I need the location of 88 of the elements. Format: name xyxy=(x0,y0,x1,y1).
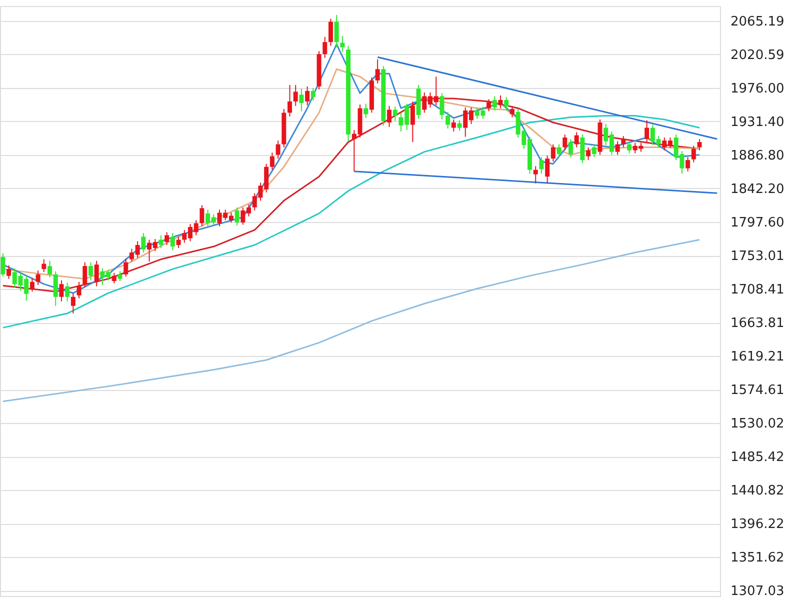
candlestick xyxy=(375,58,380,84)
line-series xyxy=(2,114,700,328)
candlestick xyxy=(53,270,58,306)
y-tick-label: 1619.21 xyxy=(730,350,784,365)
candlestick xyxy=(615,140,620,156)
candlestick xyxy=(310,87,316,102)
candlestick xyxy=(234,206,240,226)
y-tick-label: 1530.02 xyxy=(730,416,784,432)
y-tick-label: 1663.81 xyxy=(730,316,784,332)
candlestick xyxy=(164,232,170,246)
y-tick-label: 1485.42 xyxy=(730,450,784,466)
candlestick xyxy=(621,136,626,148)
y-tick-label: 1307.03 xyxy=(730,584,784,600)
candlestick xyxy=(504,96,509,111)
candlestick xyxy=(392,106,398,122)
candlestick xyxy=(446,111,450,130)
candlestick xyxy=(36,270,40,286)
candlestick xyxy=(334,14,339,48)
y-tick-label: 1797.60 xyxy=(730,216,784,231)
candlestick xyxy=(580,134,585,164)
candlestick xyxy=(176,236,181,249)
candlestick xyxy=(270,152,274,170)
candlestick xyxy=(293,84,298,106)
candlestick xyxy=(88,262,93,281)
candlestick xyxy=(486,98,492,112)
candlestick xyxy=(82,262,88,288)
y-tick-label: 2020.59 xyxy=(730,48,784,63)
candlestick xyxy=(440,92,444,120)
y-tick-label: 1753.01 xyxy=(730,249,784,264)
y-tick-label: 2065.19 xyxy=(730,14,784,30)
candlestick xyxy=(627,140,632,154)
candlestick xyxy=(556,144,562,158)
candlestick xyxy=(141,232,146,254)
candlestick xyxy=(533,166,538,184)
y-tick-label: 1708.41 xyxy=(730,282,784,298)
candlestick xyxy=(124,258,128,278)
candlestick xyxy=(574,132,579,148)
candlestick xyxy=(550,144,556,162)
candlestick xyxy=(410,100,415,143)
candlestick xyxy=(644,120,650,143)
y-tick-label: 1931.40 xyxy=(730,114,784,130)
candlestick xyxy=(48,260,52,278)
candlestick xyxy=(691,145,696,163)
candlestick xyxy=(340,36,345,52)
line-series xyxy=(2,44,700,294)
candlestick xyxy=(364,103,368,118)
candlestick xyxy=(498,94,503,109)
y-tick-label: 1440.82 xyxy=(730,484,784,499)
candlestick xyxy=(387,105,392,128)
candlestick xyxy=(562,134,568,151)
candlestick xyxy=(65,282,70,302)
candlestick xyxy=(305,86,310,106)
candlestick xyxy=(539,156,544,174)
candlestick xyxy=(59,280,64,302)
candlestick xyxy=(592,144,596,158)
candlestick xyxy=(76,281,82,299)
y-tick-label: 1842.20 xyxy=(730,182,784,197)
candlestick xyxy=(112,272,116,284)
candlestick xyxy=(492,96,497,111)
candlestick xyxy=(6,264,12,280)
candlestick xyxy=(586,146,591,161)
candlestick xyxy=(697,138,702,151)
candlestick xyxy=(686,156,690,172)
candlestick xyxy=(457,120,462,132)
y-tick-label: 1396.22 xyxy=(730,517,784,532)
candlestick xyxy=(568,138,573,158)
candlestick xyxy=(42,258,46,273)
candlestick xyxy=(200,204,204,227)
candlestick xyxy=(94,260,99,287)
candlestick xyxy=(545,155,550,184)
candlestick xyxy=(328,18,333,46)
candlestick xyxy=(30,278,34,292)
y-tick-label: 1351.62 xyxy=(730,550,784,566)
candlestick xyxy=(170,232,175,251)
candlestick xyxy=(276,140,280,160)
candlestick xyxy=(118,270,122,282)
y-tick-label: 1574.61 xyxy=(730,383,784,398)
candlestick xyxy=(322,36,328,58)
candlestick xyxy=(70,292,76,314)
line-series xyxy=(2,238,700,402)
candlestick xyxy=(299,88,304,112)
candlestick xyxy=(158,234,164,249)
candlestick xyxy=(288,84,292,117)
y-tick-label: 1976.00 xyxy=(730,81,784,96)
y-tick-label: 1886.80 xyxy=(730,148,784,164)
candlestick xyxy=(0,252,6,278)
candlestick xyxy=(510,105,514,118)
candlestick xyxy=(451,118,456,132)
